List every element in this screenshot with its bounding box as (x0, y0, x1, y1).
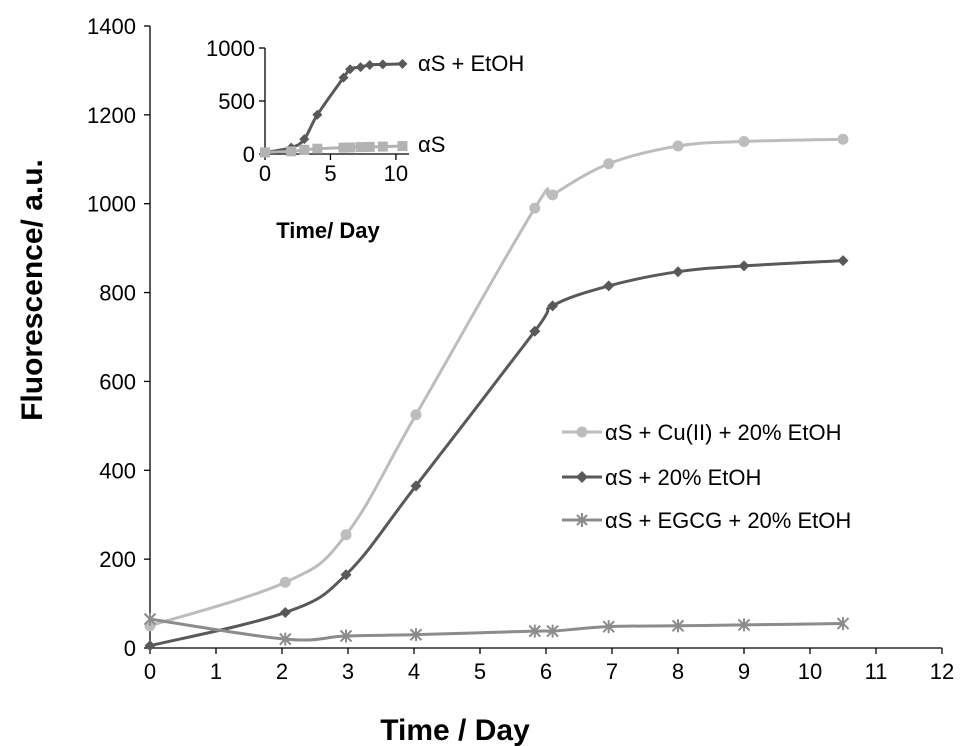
data-point-2 (737, 618, 751, 632)
inset-series-line-0 (264, 62, 403, 154)
y-tick-label: 600 (99, 369, 136, 394)
data-point-2 (546, 624, 559, 638)
data-point-2 (339, 629, 353, 643)
data-point-0 (738, 136, 750, 148)
y-tick-label: 200 (99, 547, 136, 572)
y-tick-label: 400 (99, 458, 136, 483)
x-tick-label: 9 (738, 659, 750, 684)
inset-data-point-0 (345, 64, 356, 75)
inset-data-point-0 (355, 62, 366, 73)
x-tick-label: 2 (276, 659, 288, 684)
y-tick-label: 0 (124, 636, 136, 661)
inset-y-tick-label: 1000 (206, 36, 255, 61)
data-point-0 (410, 409, 422, 421)
data-point-1 (529, 325, 541, 337)
legend-marker-egcg (576, 513, 588, 527)
x-tick-label: 10 (798, 659, 822, 684)
y-tick-label: 1200 (87, 103, 136, 128)
inset-data-point-1 (260, 147, 270, 158)
legend-label-egcg: αS + EGCG + 20% EtOH (605, 508, 851, 533)
data-point-2 (602, 620, 615, 634)
x-tick-label: 5 (474, 659, 486, 684)
x-tick-label: 7 (606, 659, 618, 684)
inset-data-point-1 (397, 141, 408, 152)
data-point-2 (143, 612, 157, 626)
series-line-2 (149, 617, 844, 642)
data-point-1 (738, 260, 750, 272)
x-tick-label: 12 (930, 659, 954, 684)
inset-data-point-1 (377, 141, 388, 152)
inset-data-point-1 (355, 142, 366, 153)
data-point-0 (603, 158, 615, 170)
data-point-2 (279, 632, 292, 646)
x-tick-label: 4 (408, 659, 420, 684)
inset-data-point-1 (364, 141, 375, 152)
legend-marker-etoh (576, 471, 588, 483)
legend-marker-cu (576, 426, 588, 438)
legend: αS + Cu(II) + 20% EtOH αS + 20% EtOH αS … (562, 420, 851, 533)
data-point-0 (672, 140, 684, 152)
x-tick-label: 6 (540, 659, 552, 684)
x-tick-label: 0 (144, 659, 156, 684)
x-tick-label: 3 (342, 659, 354, 684)
data-point-0 (279, 576, 291, 588)
inset-data-point-0 (312, 109, 323, 120)
data-point-2 (409, 628, 423, 642)
inset-label-etoh: αS + EtOH (418, 51, 524, 76)
inset-label-as: αS (418, 132, 445, 157)
inset-x-tick-label: 0 (259, 161, 271, 186)
data-point-1 (547, 300, 559, 312)
y-tick-label: 1000 (87, 192, 136, 217)
inset-x-axis-title: Time/ Day (276, 218, 380, 243)
inset-data-point-1 (299, 144, 310, 155)
y-tick-label: 800 (99, 281, 136, 306)
inset-data-point-0 (338, 72, 349, 83)
data-point-1 (144, 640, 156, 652)
legend-label-cu: αS + Cu(II) + 20% EtOH (605, 420, 841, 445)
data-point-1 (603, 280, 615, 292)
data-point-1 (340, 569, 352, 581)
inset-y-tick-label: 500 (218, 89, 255, 114)
inset-data-point-0 (299, 134, 310, 145)
inset-data-point-1 (312, 143, 323, 154)
inset-axes: 0 500 1000 0 5 10 (206, 36, 409, 186)
series-line-1 (149, 259, 844, 648)
inset-plot (260, 58, 408, 158)
data-point-1 (410, 480, 422, 492)
data-point-0 (547, 189, 559, 201)
data-point-2 (528, 624, 541, 638)
y-axis-title: Fluorescence/ a.u. (16, 159, 49, 421)
data-point-1 (279, 606, 291, 618)
x-tick-label: 1 (210, 659, 222, 684)
data-point-1 (672, 266, 684, 278)
data-point-0 (529, 202, 541, 214)
inset-data-point-0 (377, 59, 388, 70)
data-point-1 (837, 255, 849, 267)
inset-x-tick-label: 5 (324, 161, 336, 186)
inset-x-tick-label: 10 (384, 161, 408, 186)
inset-y-tick-label: 0 (243, 142, 255, 167)
inset-data-point-0 (364, 59, 375, 70)
inset-data-point-0 (397, 58, 408, 69)
main-plot (143, 133, 850, 652)
x-tick-label: 8 (672, 659, 684, 684)
data-point-2 (836, 617, 850, 631)
data-point-0 (837, 133, 849, 145)
data-point-2 (671, 619, 685, 633)
x-tick-label: 11 (865, 659, 888, 684)
inset-data-point-1 (286, 146, 297, 157)
legend-label-etoh: αS + 20% EtOH (605, 465, 761, 490)
y-tick-label: 1400 (87, 14, 136, 39)
inset-data-point-1 (345, 142, 356, 153)
x-axis-title: Time / Day (380, 714, 530, 746)
data-point-0 (340, 529, 352, 541)
inset-data-point-1 (338, 142, 349, 153)
